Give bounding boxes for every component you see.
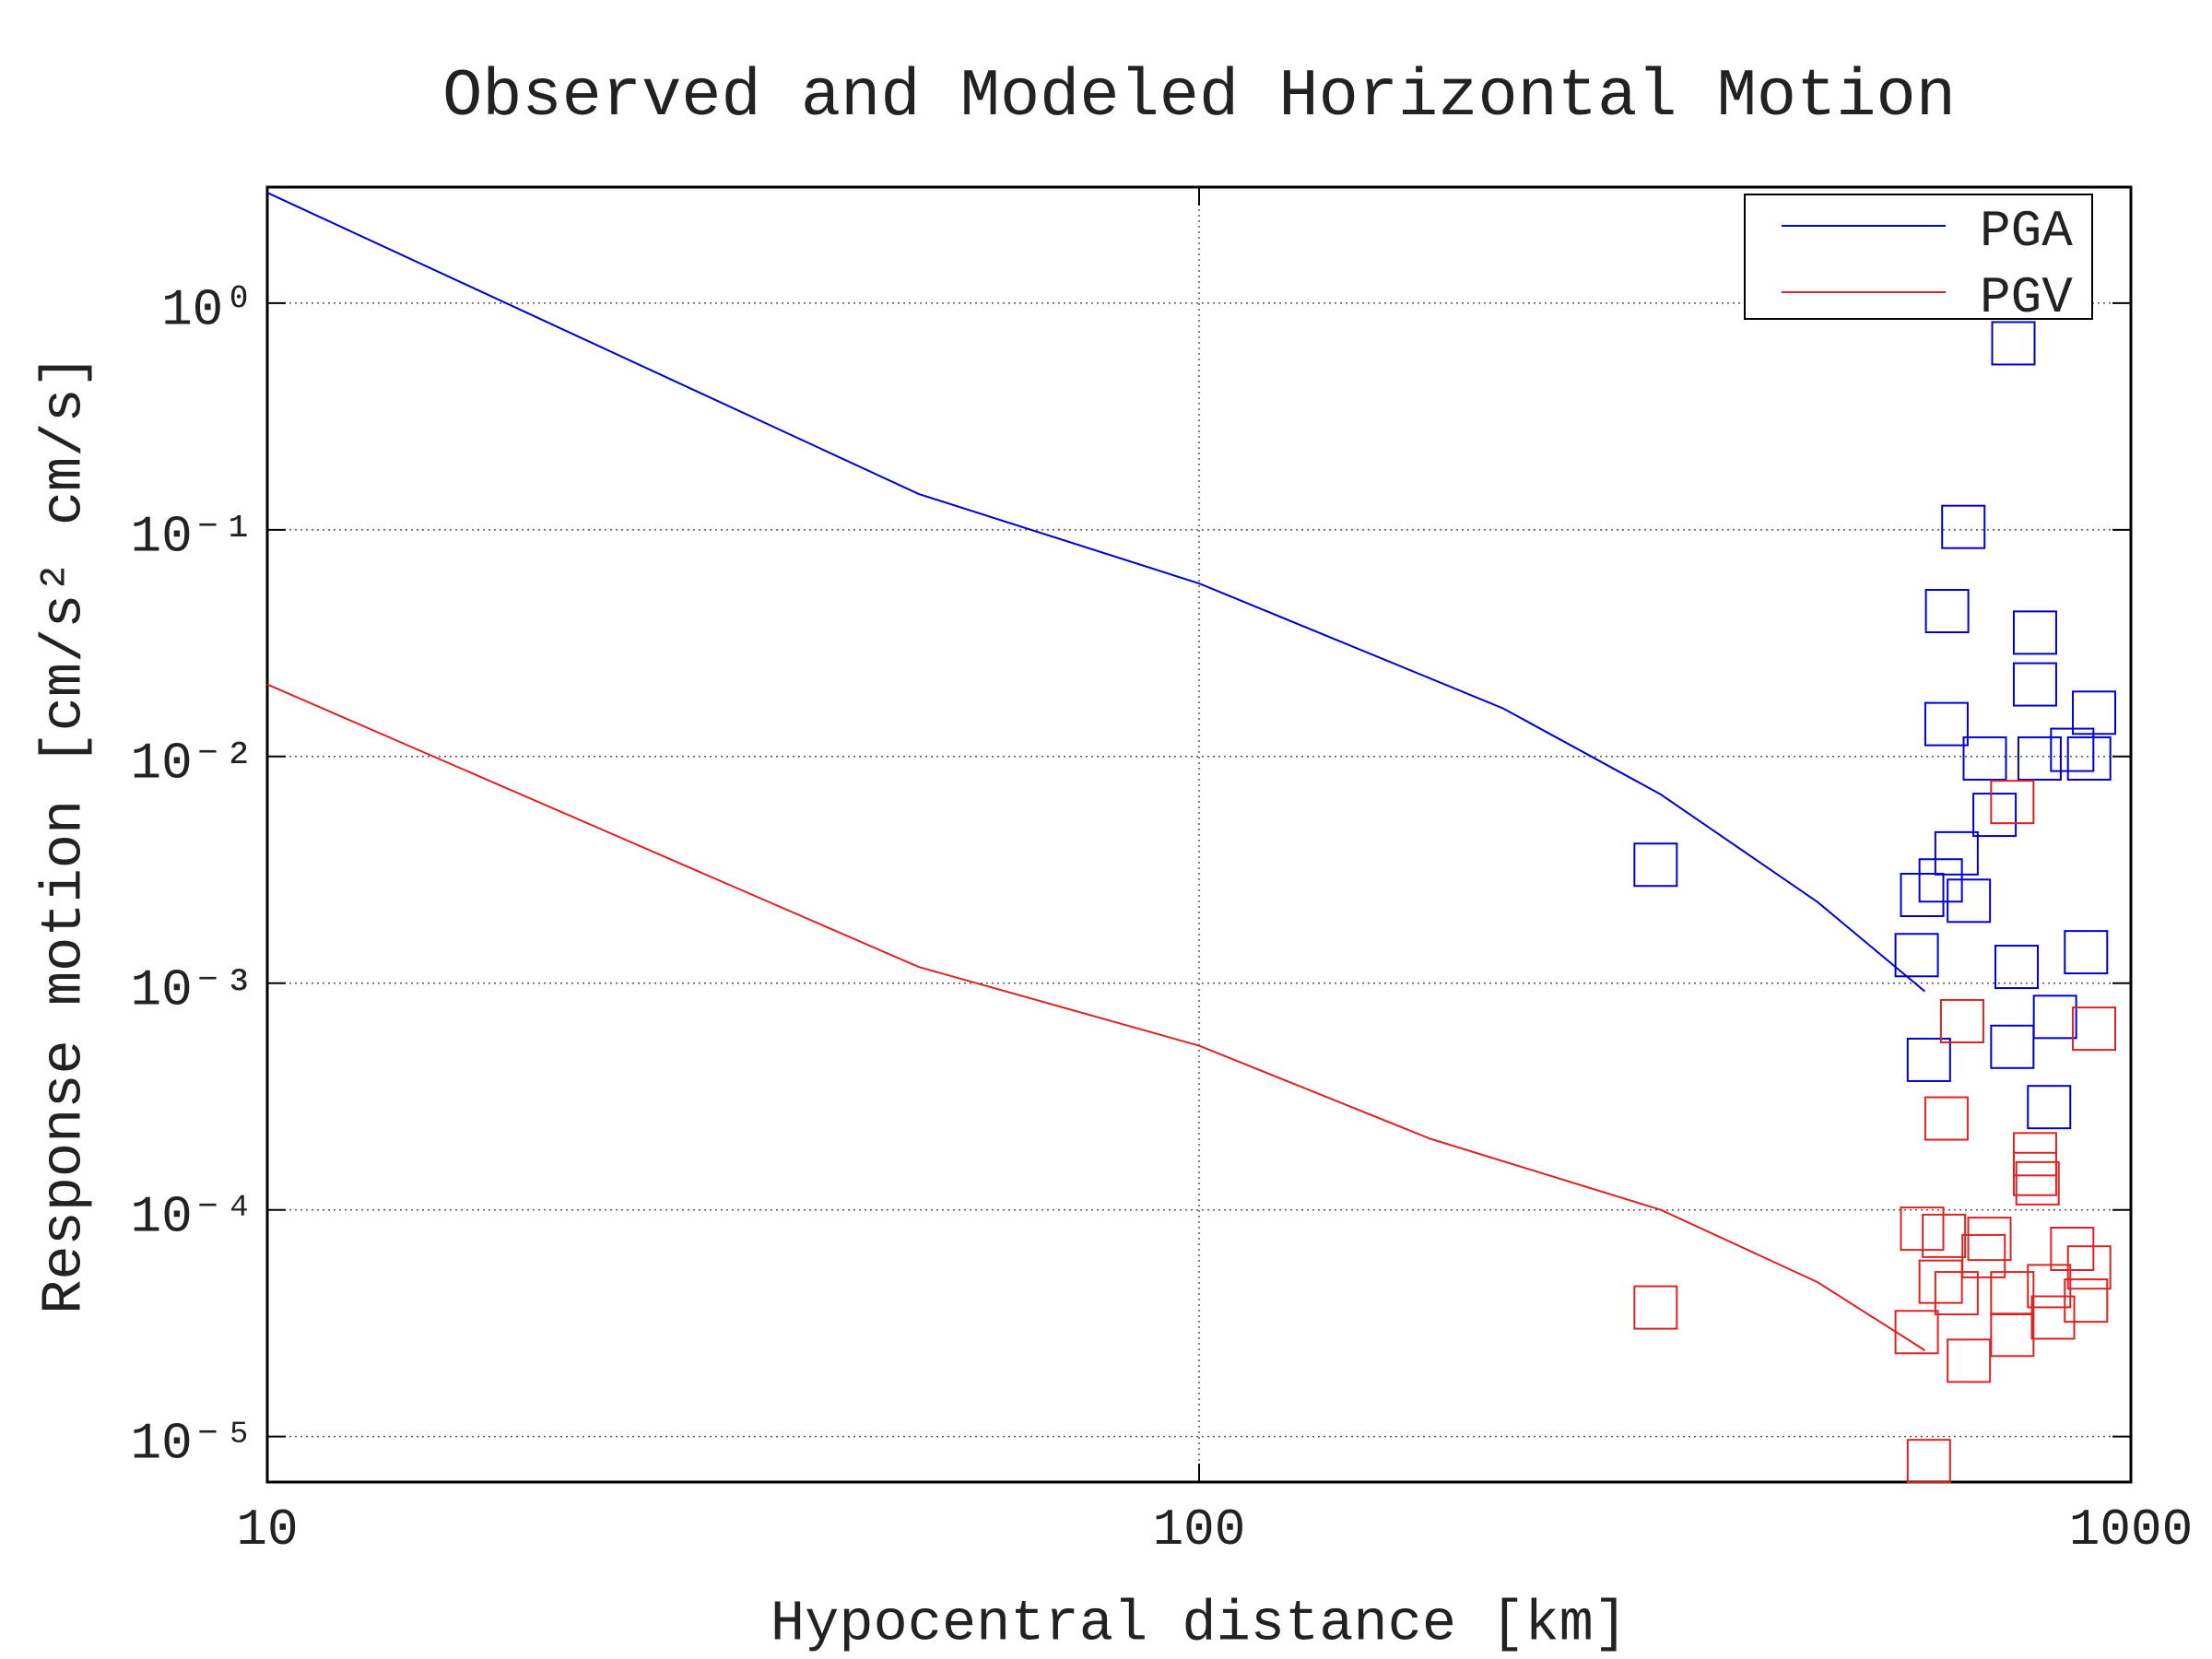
observed-point [1633, 1285, 1678, 1330]
observed-point [2066, 1245, 2112, 1290]
observed-point [1918, 1259, 1963, 1304]
legend-box [1744, 194, 2093, 320]
y-tick-label: 10⁻¹ [130, 508, 254, 567]
x-tick-label: 100 [1153, 1500, 1246, 1559]
observed-point [1947, 878, 1992, 924]
y-tick-label: 10⁻⁴ [130, 1187, 254, 1246]
observed-point [2072, 690, 2117, 735]
observed-point [1934, 1271, 1979, 1316]
legend-label: PGA [1980, 202, 2073, 261]
plot-frame [265, 185, 2133, 1484]
observed-point [1994, 945, 2040, 990]
observed-point [1972, 793, 2018, 838]
observed-point [1924, 589, 1970, 634]
legend-label: PGV [1980, 268, 2073, 327]
observed-point [2032, 994, 2077, 1040]
observed-point [2012, 662, 2057, 707]
model-line [266, 192, 1926, 993]
y-tick-label: 10⁻⁵ [130, 1414, 254, 1473]
observed-point [1990, 780, 2035, 825]
observed-point [1894, 933, 1939, 978]
y-axis-label: Response motion [cm/s² cm/s] [31, 354, 97, 1314]
x-axis-label: Hypocentral distance [km] [771, 1591, 1628, 1656]
observed-point [1967, 1217, 2012, 1262]
observed-point [1633, 842, 1678, 888]
x-tick-label: 10 [236, 1500, 298, 1559]
observed-point [2012, 1151, 2057, 1196]
observed-point [2064, 1278, 2109, 1324]
observed-point [2050, 727, 2095, 772]
observed-point [2064, 930, 2109, 975]
observed-point [2050, 1226, 2095, 1271]
observed-point [2072, 1006, 2117, 1052]
observed-point [1924, 701, 1969, 747]
observed-point [1906, 1037, 1951, 1082]
observed-point [2066, 735, 2112, 781]
observed-point [1990, 1024, 2035, 1069]
observed-point [2027, 1264, 2072, 1309]
observed-point [2015, 1160, 2060, 1206]
observed-point [1924, 1096, 1969, 1141]
observed-point [1900, 873, 1945, 918]
y-tick-label: 10⁻² [130, 735, 254, 794]
observed-point [1939, 998, 1984, 1043]
observed-point [1894, 1310, 1939, 1355]
observed-point [1947, 1338, 1992, 1383]
observed-point [1941, 504, 1986, 549]
observed-point [1961, 1233, 2006, 1278]
observed-point [2012, 1132, 2057, 1177]
observed-point [2017, 735, 2062, 781]
observed-point [1990, 1312, 2035, 1358]
x-tick-label: 1000 [2069, 1500, 2193, 1559]
y-tick-label: 10⁰ [161, 281, 254, 340]
observed-point [2012, 610, 2057, 655]
observed-point [1906, 1439, 1951, 1484]
observed-point [2030, 1295, 2076, 1340]
observed-point [1962, 735, 2007, 781]
observed-point [1934, 830, 1979, 876]
observed-point [1991, 321, 2036, 366]
model-line [266, 683, 1925, 1351]
y-tick-label: 10⁻³ [130, 961, 254, 1020]
observed-point [2027, 1085, 2072, 1130]
chart-title: Observed and Modeled Horizontal Motion [442, 59, 1956, 135]
